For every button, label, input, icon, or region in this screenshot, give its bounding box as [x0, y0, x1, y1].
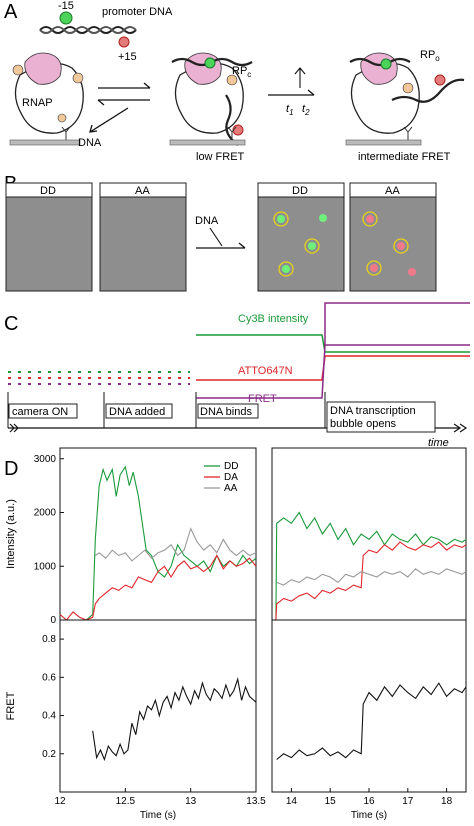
fret-left-ytick-label: 0.4: [42, 711, 56, 722]
label-intermediate-fret: intermediate FRET: [358, 151, 451, 163]
label-t2: t2: [302, 103, 310, 117]
donor-dye-icon: [59, 11, 73, 25]
dna-release-arrow-icon: [89, 107, 129, 133]
event-box-bubble: [326, 401, 436, 433]
label-dna-release: DNA: [78, 137, 102, 149]
fret-left-xtick-label: 12: [54, 796, 66, 807]
intensity-left-ytick-label: 1000: [34, 561, 57, 572]
label-rpc: RPc: [232, 65, 251, 79]
box-dd-after-title: DD: [292, 185, 308, 197]
fret-trace-high: [324, 302, 470, 345]
intensity-left-ylabel: Intensity (a.u.): [5, 499, 17, 569]
event-dna-binds: DNA binds: [200, 406, 252, 418]
intensity-right-series-aa: [276, 568, 467, 586]
label-rnap: RNAP: [22, 97, 53, 109]
intensity-right-frame: [271, 447, 467, 621]
intensity-left-series-da: [59, 554, 257, 621]
pre-binding-dashes: [8, 371, 190, 385]
event-box-camera: [8, 403, 78, 419]
reverse-arrow-icon: [97, 99, 150, 106]
fret-left-xtick-label: 12.5: [116, 796, 136, 807]
intensity-left-legend-da: DA: [224, 472, 238, 483]
label-t1: t1: [286, 103, 294, 117]
fret-left-xlabel: Time (s): [140, 810, 176, 821]
intensity-left-ytick-label: 2000: [34, 508, 57, 519]
fret-right-frame: [271, 619, 467, 793]
event-box-dna-binds: [197, 403, 259, 419]
intensity-left-series-aa: [94, 527, 257, 562]
fret-left-xtick-label: 13: [185, 796, 197, 807]
fret-left-ylabel: FRET: [5, 691, 17, 720]
label-fret: FRET: [248, 393, 277, 405]
intensity-left-legend-dd: DD: [224, 461, 238, 472]
t1-arrow-icon: [268, 89, 315, 96]
fret-left-frame: [59, 619, 257, 793]
box-aa-after: AA: [349, 182, 437, 292]
label-plus15: +15: [118, 51, 137, 63]
t2-arrow-icon: [294, 67, 306, 88]
promoter-dna-helix: [39, 26, 137, 34]
panel-letter-d: D: [4, 458, 18, 480]
intensity-left-ytick-label: 3000: [34, 454, 57, 465]
fret-left-series-fret: [92, 677, 257, 762]
fret-right-xtick-label: 16: [363, 796, 375, 807]
label-promoter-dna: promoter DNA: [102, 6, 173, 18]
box-dd-after: DD: [257, 182, 345, 292]
event-box-dna-added: [105, 403, 173, 419]
label-minus15: -15: [58, 0, 74, 12]
event-bubble-line2: bubble opens: [330, 418, 397, 430]
intensity-right-series-dd: [272, 511, 467, 621]
fret-left-ytick-label: 0.2: [42, 749, 56, 760]
box-aa-before-title: AA: [135, 185, 150, 197]
event-dna-added: DNA added: [109, 406, 165, 418]
cy3b-trace: [196, 334, 470, 353]
fret-left-ytick-label: 0.8: [42, 634, 56, 645]
label-atto: ATTO647N: [238, 365, 293, 377]
fret-right-series-fret: [276, 682, 467, 760]
box-dd-before: DD: [5, 182, 93, 292]
fret-trace: [196, 344, 470, 399]
fret-right-xtick-label: 15: [325, 796, 337, 807]
box-dd-before-title: DD: [40, 185, 56, 197]
label-cy3b: Cy3B intensity: [238, 313, 309, 325]
rnap-rpo: [345, 52, 465, 146]
intensity-left-legend-aa: AA: [224, 483, 238, 494]
label-dna-add: DNA: [195, 215, 219, 227]
box-aa-after-title: AA: [385, 185, 400, 197]
forward-arrow-icon: [98, 82, 151, 89]
panel-letter-c: C: [4, 313, 18, 335]
fret-right-xtick-label: 14: [286, 796, 298, 807]
rnap-free: [9, 52, 84, 146]
dna-add-arrow-icon: [196, 242, 246, 249]
intensity-left-ytick-label: 0: [50, 615, 56, 626]
fret-right-xlabel: Time (s): [351, 810, 387, 821]
panel-letter-a: A: [4, 1, 18, 23]
fret-left-ytick-label: 0.6: [42, 672, 56, 683]
event-bubble-line1: DNA transcription: [330, 405, 416, 417]
fret-right-xtick-label: 18: [441, 796, 453, 807]
fret-right-xtick-label: 17: [402, 796, 414, 807]
event-camera-on: camera ON: [12, 406, 68, 418]
label-low-fret: low FRET: [196, 151, 245, 163]
fret-left-xtick-label: 13.5: [246, 796, 266, 807]
box-aa-before: AA: [99, 182, 187, 292]
acceptor-dye-icon: [118, 36, 130, 48]
dna-add-pointer-icon: [209, 227, 223, 247]
rnap-rpc: [169, 52, 253, 146]
label-time: time: [428, 437, 449, 449]
label-rpo: RPo: [420, 49, 440, 63]
intensity-right-series-da: [272, 541, 467, 621]
